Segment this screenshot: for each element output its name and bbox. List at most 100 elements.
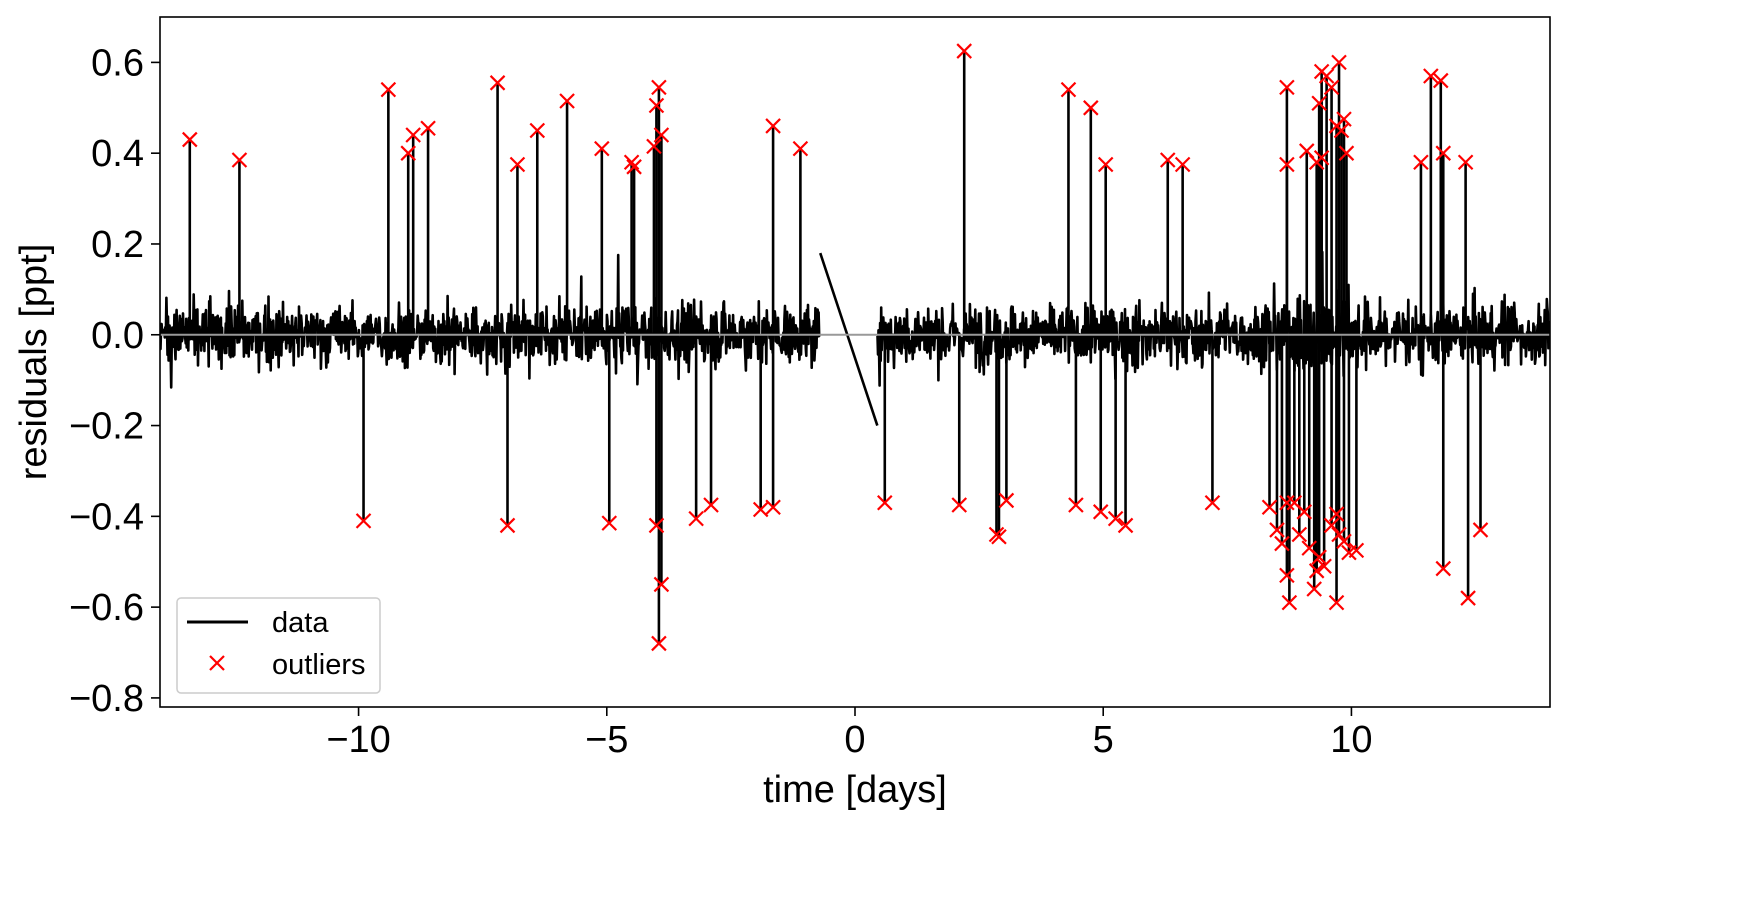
outlier-point — [1338, 145, 1355, 161]
y-tick-label: −0.2 — [69, 406, 144, 448]
legend-outliers-label: outliers — [272, 649, 366, 681]
outlier-point — [1060, 81, 1077, 98]
outlier-point — [420, 120, 436, 136]
outlier-point — [1159, 152, 1176, 168]
outlier-point — [653, 127, 670, 143]
outlier-point — [1174, 156, 1191, 173]
outlier-point — [951, 497, 968, 513]
outlier-point — [646, 138, 662, 155]
y-tick-label: −0.6 — [69, 587, 144, 629]
y-tick-label: −0.4 — [69, 496, 144, 538]
outlier-point — [651, 79, 667, 96]
outlier-point — [1328, 506, 1345, 522]
outlier-layer — [182, 43, 1489, 652]
x-axis-ticks: −10 −5 0 5 10 — [326, 707, 1373, 761]
outlier-point — [1269, 522, 1285, 538]
outlier-point — [529, 122, 546, 139]
outlier-point — [231, 152, 248, 168]
legend: data outliers — [176, 597, 381, 694]
outlier-point — [1261, 499, 1278, 516]
outlier-point — [509, 156, 526, 173]
outlier-point — [765, 118, 781, 134]
y-axis-ticks: −0.8 −0.6 −0.4 −0.2 0.0 0.2 0.4 0.6 — [69, 42, 160, 720]
outlier-point — [1331, 526, 1347, 543]
outlier-point — [1460, 590, 1476, 606]
outlier-point — [1279, 567, 1295, 584]
outlier-point — [991, 528, 1007, 545]
outlier-point — [499, 517, 516, 534]
outlier-point — [489, 75, 506, 91]
outlier-point — [1279, 79, 1295, 96]
outlier-point — [1457, 154, 1474, 171]
outlier-point — [1092, 504, 1109, 520]
outlier-point — [1433, 72, 1449, 89]
outlier-point — [877, 494, 893, 511]
x-axis-label: time [days] — [763, 769, 947, 811]
outlier-point — [703, 497, 719, 513]
outlier-point — [1296, 504, 1313, 520]
outlier-point — [1308, 563, 1325, 579]
outlier-point — [1316, 558, 1332, 575]
outlier-point — [1279, 494, 1295, 511]
outlier-point — [1323, 517, 1340, 534]
outlier-point — [688, 510, 704, 527]
outlier-point — [653, 576, 670, 593]
outlier-point — [355, 513, 372, 529]
x-tick-label: 5 — [1093, 719, 1114, 761]
outlier-point — [765, 499, 781, 516]
data-layer — [160, 51, 1550, 644]
outlier-point — [1472, 522, 1489, 538]
outlier-point — [1117, 517, 1134, 534]
outlier-point — [1313, 149, 1330, 166]
outlier-point — [1423, 68, 1439, 84]
outlier-point — [1323, 79, 1340, 96]
outlier-point — [1281, 594, 1298, 611]
legend-outliers-swatch — [209, 655, 225, 671]
y-tick-label: 0.2 — [91, 224, 144, 266]
outlier-point — [601, 515, 618, 531]
outlier-point — [623, 154, 640, 171]
x-tick-label: 10 — [1330, 719, 1372, 761]
outlier-point — [1291, 526, 1308, 543]
outlier-point — [1083, 100, 1099, 116]
x-tick-label: −5 — [585, 719, 628, 761]
y-axis-label: residuals [ppt] — [13, 244, 55, 481]
outlier-point — [405, 127, 421, 143]
outlier-point — [651, 635, 667, 652]
y-tick-label: 0.0 — [91, 315, 144, 357]
y-tick-label: 0.6 — [91, 42, 144, 84]
outlier-point — [998, 492, 1015, 509]
outlier-point — [1274, 535, 1290, 552]
outlier-point — [1097, 156, 1114, 173]
outlier-point — [1311, 95, 1327, 112]
y-tick-label: 0.4 — [91, 133, 144, 175]
outlier-point — [648, 97, 665, 114]
outlier-point — [1318, 68, 1335, 84]
outlier-point — [1348, 542, 1365, 559]
legend-data-label: data — [272, 607, 329, 639]
outlier-point — [400, 145, 416, 161]
outlier-point — [182, 131, 198, 148]
outlier-point — [1311, 549, 1327, 565]
outlier-point — [956, 43, 972, 59]
outlier-point — [1331, 54, 1347, 71]
outlier-point — [792, 140, 809, 157]
outlier-point — [752, 501, 769, 518]
outlier-point — [1204, 494, 1221, 511]
outlier-point — [1336, 111, 1352, 127]
outlier-point — [1413, 154, 1429, 171]
y-tick-label: −0.8 — [69, 678, 144, 720]
outlier-point — [626, 159, 642, 175]
outlier-point — [1306, 581, 1322, 597]
gap-connector — [819, 252, 879, 426]
outlier-point — [594, 140, 610, 157]
x-tick-label: −10 — [326, 719, 390, 761]
outlier-point — [1279, 156, 1295, 173]
outlier-point — [1336, 533, 1352, 550]
outlier-point — [1107, 510, 1124, 527]
outlier-point — [1328, 594, 1345, 611]
outlier-point — [1435, 560, 1452, 577]
outlier-point — [1068, 497, 1084, 513]
outlier-point — [648, 517, 665, 534]
